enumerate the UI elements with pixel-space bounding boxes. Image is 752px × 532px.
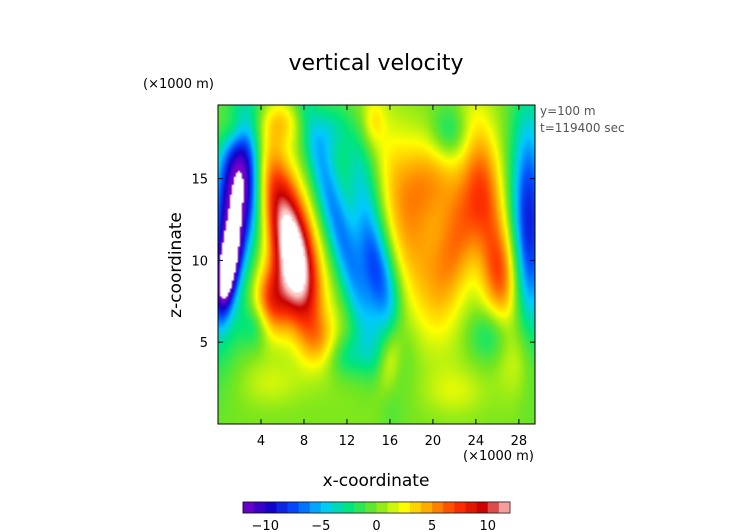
colorbar-segment	[243, 502, 255, 513]
colorbar-segment	[265, 502, 277, 513]
x-axis-ticks: 4 8 12 16 20 24 28	[257, 105, 527, 449]
y-axis-ticks: 5 10 15	[191, 173, 535, 351]
colorbar-segments	[242, 501, 511, 514]
y-tick-label: 5	[200, 336, 208, 351]
x-unit-label: (×1000 m)	[463, 449, 534, 464]
y-axis-label: z-coordinate	[166, 212, 186, 318]
chart-title: vertical velocity	[288, 51, 463, 76]
x-tick-label: 8	[300, 434, 308, 449]
colorbar-segment	[287, 502, 300, 513]
x-tick-label: 16	[382, 434, 399, 449]
x-tick-label: 24	[468, 434, 485, 449]
colorbar-segment	[409, 502, 422, 513]
heatmap-image	[218, 105, 535, 424]
colorbar-segment	[443, 502, 455, 513]
x-tick-label: 20	[425, 434, 442, 449]
colorbar-segment	[309, 502, 322, 513]
colorbar-outline	[242, 501, 511, 514]
colorbar-tick-label: −10	[252, 519, 279, 532]
colorbar-tick-label: −5	[311, 519, 330, 532]
colorbar-segment	[365, 502, 377, 513]
heatmap-field	[218, 105, 535, 424]
colorbar: −10 −5 0 5 10	[242, 501, 511, 532]
colorbar-segment	[487, 502, 500, 513]
y-tick-label: 10	[191, 254, 208, 269]
colorbar-segment	[398, 502, 411, 513]
colorbar-tick-label: 10	[479, 519, 496, 532]
colorbar-segment	[465, 502, 478, 513]
y-tick-label: 15	[191, 173, 208, 188]
colorbar-segment	[432, 502, 444, 513]
colorbar-segment	[476, 502, 489, 513]
colorbar-tick-label: 5	[428, 519, 436, 532]
colorbar-segment	[387, 502, 400, 513]
colorbar-segment	[498, 502, 511, 513]
colorbar-segment	[354, 502, 366, 513]
x-tick-label: 4	[257, 434, 265, 449]
colorbar-ticks: −10 −5 0 5 10	[252, 519, 496, 532]
x-tick-label: 12	[339, 434, 356, 449]
annotation-time: t=119400 sec	[540, 121, 625, 135]
plot-frame	[217, 104, 536, 425]
annotations: y=100 m t=119400 sec	[540, 104, 625, 135]
colorbar-segment	[454, 502, 466, 513]
colorbar-segment	[298, 502, 311, 513]
colorbar-segment	[320, 502, 333, 513]
colorbar-tick-label: 0	[372, 519, 380, 532]
colorbar-segment	[421, 502, 433, 513]
colorbar-segment	[332, 502, 344, 513]
colorbar-segment	[376, 502, 389, 513]
x-tick-label: 28	[511, 434, 528, 449]
colorbar-segment	[276, 502, 288, 513]
x-axis-label: x-coordinate	[323, 471, 430, 491]
y-unit-label: (×1000 m)	[143, 77, 214, 92]
colorbar-segment	[343, 502, 355, 513]
annotation-y-position: y=100 m	[540, 104, 596, 118]
colorbar-segment	[254, 502, 266, 513]
